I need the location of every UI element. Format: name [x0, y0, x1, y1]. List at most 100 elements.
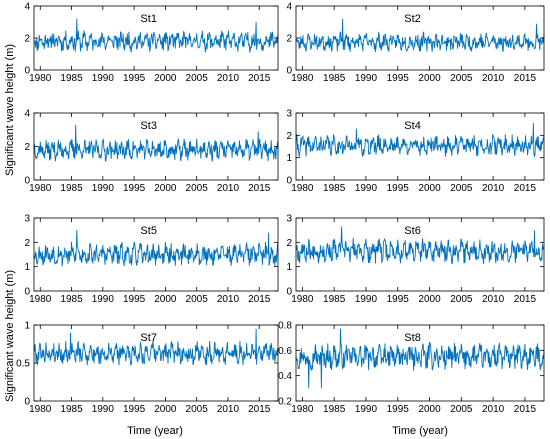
y-tick-label: 0.8	[278, 321, 292, 332]
x-tick-label: 1995	[123, 73, 146, 84]
axes-frame	[295, 217, 545, 292]
y-tick-label: 0	[286, 66, 292, 77]
x-tick-label: 1985	[323, 294, 346, 305]
x-tick-label: 1990	[92, 73, 115, 84]
x-tick-label: 2010	[217, 183, 240, 194]
x-tick-label: 2005	[450, 404, 473, 415]
x-tick-label: 1995	[123, 183, 146, 194]
y-tick-label: 0	[286, 287, 292, 298]
x-tick-label: 2000	[154, 404, 177, 415]
x-tick-label: 2000	[418, 404, 441, 415]
series-line-st6	[295, 226, 545, 265]
y-tick-label: 0.2	[278, 397, 292, 408]
y-tick-label: 0.5	[16, 359, 30, 370]
x-tick-label: 1995	[387, 183, 410, 194]
x-tick-label: 2015	[514, 294, 537, 305]
x-tick-label: 2005	[450, 294, 473, 305]
panel-title: St7	[140, 332, 157, 344]
series-line-st1	[34, 18, 279, 53]
x-tick-label: 2015	[248, 73, 271, 84]
x-tick-label: 2000	[418, 294, 441, 305]
panel-st5: 0 1 2 3 1980 1985 1990 1995 2000 2005 2010 2015 St5	[24, 214, 279, 305]
x-tick-label: 2005	[450, 183, 473, 194]
panel-title: St2	[404, 13, 421, 25]
x-tick-label: 2010	[482, 73, 505, 84]
x-tick-label: 2005	[186, 404, 209, 415]
x-tick-label: 1990	[355, 183, 378, 194]
y-tick-label: 0.4	[278, 371, 292, 382]
axes-frame	[295, 112, 545, 181]
panel-st8: 0.2 0.4 0.6 0.8 1980 1985 1990 1995 2000 2005 2010…	[278, 321, 545, 415]
x-tick-label: 2000	[154, 73, 177, 84]
panel-st2: 0 2 4 1980 1985 1990 1995 2000 2005 2010 2015 St2	[286, 2, 545, 84]
x-tick-label: 1995	[387, 73, 410, 84]
x-tick-label: 2015	[514, 404, 537, 415]
x-tick-label: 1980	[291, 183, 314, 194]
x-tick-label: 1980	[29, 183, 52, 194]
panel-st6: 0 1 2 3 1980 1985 1990 1995 2000 2005 2010 2015 St6	[286, 214, 545, 305]
x-tick-label: 1995	[123, 294, 146, 305]
panel-title: St6	[404, 225, 421, 237]
x-tick-label: 1995	[123, 404, 146, 415]
y-tick-label: 0.6	[278, 346, 292, 357]
y-tick-label: 0	[24, 176, 30, 187]
x-tick-label: 2010	[217, 294, 240, 305]
panel-title: St1	[140, 13, 157, 25]
y-tick-label: 4	[24, 109, 30, 120]
x-tick-label: 1985	[323, 73, 346, 84]
y-tick-label: 1	[286, 262, 292, 273]
x-tick-label: 1995	[387, 404, 410, 415]
x-tick-label: 1980	[29, 404, 52, 415]
x-tick-label: 2005	[186, 294, 209, 305]
panel-st4: 0 1 2 3 1980 1985 1990 1995 2000 2005 2010 2015 St4	[286, 109, 545, 194]
x-tick-label: 2010	[482, 183, 505, 194]
series-line-st5	[33, 230, 279, 267]
x-tick-label: 2000	[154, 294, 177, 305]
x-tick-label: 2000	[154, 183, 177, 194]
axes-frame	[33, 217, 279, 292]
y-tick-label: 4	[286, 2, 292, 13]
y-tick-label: 2	[286, 34, 292, 45]
x-tick-label: 1985	[60, 183, 83, 194]
x-tick-label: 1990	[355, 404, 378, 415]
x-tick-label: 2005	[450, 73, 473, 84]
y-tick-label: 4	[24, 2, 30, 13]
series-line-st8	[295, 328, 545, 389]
y-tick-label: 1	[286, 153, 292, 164]
x-tick-label: 2015	[248, 404, 271, 415]
x-tick-label: 1985	[60, 404, 83, 415]
x-tick-label: 1985	[60, 73, 83, 84]
x-tick-label: 2015	[248, 183, 271, 194]
xlabel-left: Time (year)	[127, 425, 183, 437]
panel-st1: 0 2 4 1980 1985 1990 1995 2000 2005 2010 2015 St1	[24, 2, 279, 84]
series-line-st3	[33, 124, 279, 162]
x-tick-label: 1980	[291, 294, 314, 305]
y-tick-label: 2	[286, 131, 292, 142]
x-tick-label: 1985	[60, 294, 83, 305]
x-tick-label: 2010	[217, 73, 240, 84]
y-tick-label: 0	[24, 66, 30, 77]
x-tick-label: 2005	[186, 183, 209, 194]
x-tick-label: 2010	[482, 294, 505, 305]
y-tick-label: 2	[286, 238, 292, 249]
x-tick-label: 2005	[186, 73, 209, 84]
y-tick-label: 3	[286, 109, 292, 120]
x-tick-label: 1990	[92, 404, 115, 415]
y-tick-label: 3	[286, 214, 292, 225]
x-tick-label: 1980	[291, 404, 314, 415]
ylabel-bottom: Significant wave height (m)	[4, 270, 16, 402]
x-tick-label: 1990	[355, 294, 378, 305]
x-tick-label: 1980	[29, 73, 52, 84]
xlabel-right: Time (year)	[392, 425, 448, 437]
series-line-st4	[295, 123, 545, 157]
panel-title: St5	[140, 225, 157, 237]
x-tick-label: 2010	[217, 404, 240, 415]
panel-st3: 0 2 4 1980 1985 1990 1995 2000 2005 2010 2015 St3	[24, 109, 279, 194]
x-tick-label: 1990	[92, 183, 115, 194]
x-tick-label: 1985	[323, 183, 346, 194]
x-tick-label: 1990	[92, 294, 115, 305]
x-tick-label: 1985	[323, 404, 346, 415]
y-tick-label: 0	[286, 176, 292, 187]
